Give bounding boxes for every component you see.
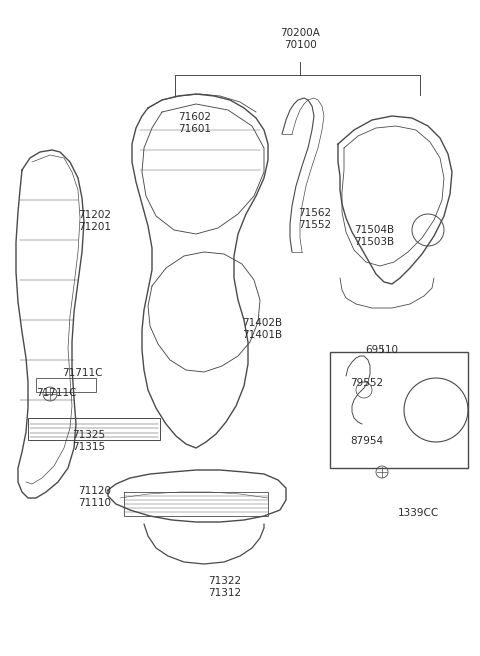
Text: 71120
71110: 71120 71110 [78,486,111,508]
Text: 71504B
71503B: 71504B 71503B [354,225,394,247]
Text: 71325
71315: 71325 71315 [72,430,105,451]
Text: 71322
71312: 71322 71312 [208,576,241,598]
Text: 71402B
71401B: 71402B 71401B [242,318,282,340]
Bar [330,352,468,468]
Text: 70200A
70100: 70200A 70100 [280,28,320,50]
Text: 71562
71552: 71562 71552 [298,208,331,230]
Text: 1339CC: 1339CC [397,508,439,518]
Text: 69510: 69510 [365,345,398,355]
Bar [28,418,160,440]
Text: 79552: 79552 [350,378,383,388]
Text: 71202
71201: 71202 71201 [79,210,111,232]
Text: 87954: 87954 [350,436,383,446]
Bar [36,378,96,392]
Text: 71602
71601: 71602 71601 [179,112,212,134]
Text: 71711C: 71711C [36,388,76,398]
Text: 71711C: 71711C [62,368,103,378]
